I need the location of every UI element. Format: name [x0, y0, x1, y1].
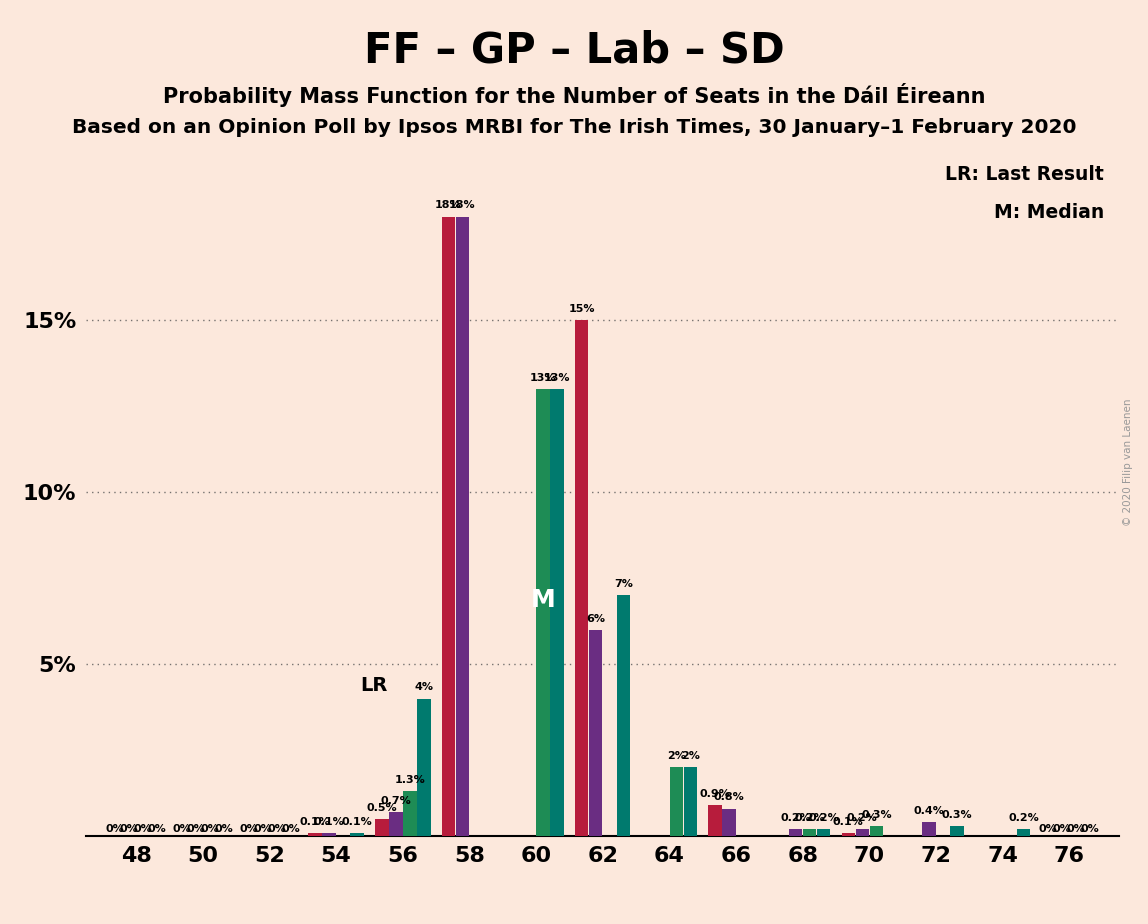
Bar [951, 826, 964, 836]
Text: 0%: 0% [253, 824, 272, 834]
Bar [683, 767, 697, 836]
Bar [841, 833, 855, 836]
Bar [550, 389, 564, 836]
Text: 0.2%: 0.2% [847, 813, 878, 823]
Text: 0%: 0% [186, 824, 205, 834]
Text: Based on an Opinion Poll by Ipsos MRBI for The Irish Times, 30 January–1 Februar: Based on an Opinion Poll by Ipsos MRBI f… [71, 118, 1077, 138]
Bar [1017, 830, 1031, 836]
Text: 0%: 0% [1066, 824, 1086, 834]
Text: 0.9%: 0.9% [699, 789, 730, 799]
Bar [616, 595, 630, 836]
Text: 13%: 13% [544, 372, 571, 383]
Text: 0%: 0% [281, 824, 300, 834]
Bar [323, 833, 336, 836]
Bar [350, 833, 364, 836]
Text: 0%: 0% [172, 824, 191, 834]
Bar [375, 819, 388, 836]
Text: 0.3%: 0.3% [941, 809, 972, 820]
Text: 0.7%: 0.7% [380, 796, 411, 806]
Text: 0.2%: 0.2% [808, 813, 839, 823]
Bar [417, 699, 430, 836]
Bar [403, 792, 417, 836]
Bar [789, 830, 802, 836]
Text: 0.1%: 0.1% [300, 817, 331, 827]
Bar [442, 217, 455, 836]
Bar [575, 320, 589, 836]
Text: 13%: 13% [529, 372, 557, 383]
Bar [589, 630, 603, 836]
Text: 0.2%: 0.2% [1008, 813, 1039, 823]
Text: 0.2%: 0.2% [781, 813, 810, 823]
Text: 0%: 0% [215, 824, 233, 834]
Bar [309, 833, 321, 836]
Bar [708, 805, 722, 836]
Text: 7%: 7% [614, 579, 634, 590]
Text: 0%: 0% [1081, 824, 1100, 834]
Text: 0%: 0% [148, 824, 166, 834]
Text: M: M [530, 589, 556, 613]
Text: FF – GP – Lab – SD: FF – GP – Lab – SD [364, 30, 784, 71]
Text: 0%: 0% [267, 824, 286, 834]
Text: 4%: 4% [414, 682, 433, 692]
Bar [817, 830, 830, 836]
Bar [536, 389, 550, 836]
Text: 15%: 15% [568, 304, 595, 314]
Text: 0%: 0% [201, 824, 219, 834]
Text: 0.3%: 0.3% [861, 809, 892, 820]
Bar [389, 812, 403, 836]
Bar [456, 217, 470, 836]
Text: 18%: 18% [449, 201, 475, 211]
Text: 0.1%: 0.1% [342, 817, 372, 827]
Text: M: Median: M: Median [993, 203, 1103, 222]
Text: 6%: 6% [587, 614, 605, 624]
Bar [722, 808, 736, 836]
Text: 0%: 0% [1053, 824, 1072, 834]
Text: LR: LR [360, 676, 388, 695]
Bar [855, 830, 869, 836]
Text: 1.3%: 1.3% [395, 775, 425, 785]
Text: 0%: 0% [106, 824, 124, 834]
Text: 0%: 0% [239, 824, 258, 834]
Text: 0%: 0% [119, 824, 139, 834]
Text: 0.4%: 0.4% [914, 807, 945, 816]
Bar [802, 830, 816, 836]
Text: © 2020 Filip van Laenen: © 2020 Filip van Laenen [1124, 398, 1133, 526]
Bar [869, 826, 883, 836]
Text: 0%: 0% [1039, 824, 1057, 834]
Text: 0.8%: 0.8% [714, 793, 744, 802]
Text: 0.1%: 0.1% [833, 817, 863, 827]
Text: 0.2%: 0.2% [794, 813, 825, 823]
Text: LR: Last Result: LR: Last Result [945, 165, 1103, 184]
Text: 0%: 0% [133, 824, 153, 834]
Text: 0.1%: 0.1% [313, 817, 344, 827]
Text: 2%: 2% [681, 751, 700, 761]
Bar [669, 767, 683, 836]
Bar [922, 822, 936, 836]
Text: 18%: 18% [435, 201, 461, 211]
Text: 2%: 2% [667, 751, 685, 761]
Text: Probability Mass Function for the Number of Seats in the Dáil Éireann: Probability Mass Function for the Number… [163, 83, 985, 107]
Text: 0.5%: 0.5% [366, 803, 397, 813]
